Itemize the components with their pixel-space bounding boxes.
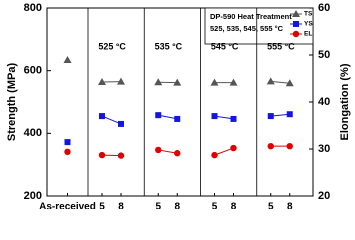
marker [286,111,293,118]
series-line [214,147,234,156]
legend-label: YS [304,21,313,28]
series-line [270,80,290,84]
legend-title: 525, 535, 545, 555 °C [210,24,284,33]
legend-title: DP-590 Heat Treatment [210,12,292,21]
y2-tick-label: 20 [318,190,330,202]
x-tick-label: As-received [39,202,96,209]
marker [98,77,106,85]
x-tick-label: 5 [268,202,274,209]
marker [99,113,105,120]
y2-tick-label: 40 [318,96,330,108]
x-tick-label: 8 [287,202,293,209]
x-tick-label: 8 [231,202,237,209]
x-tick-label: 8 [174,202,180,209]
marker [267,113,274,120]
series-line [214,115,234,120]
marker [174,115,181,122]
y2-tick-label: 50 [318,49,330,61]
group-label: 545 °C [211,41,239,51]
marker [211,113,218,120]
y-tick-label: 400 [24,127,42,139]
y2-tick-label: 60 [318,2,330,14]
marker [292,30,300,38]
x-tick-label: 5 [99,202,105,209]
marker [154,78,163,86]
x-tick-label: 5 [155,202,161,209]
marker [118,120,124,127]
marker [286,142,293,150]
series-line [101,115,122,125]
marker [230,115,237,122]
marker [117,77,125,85]
series-line [270,113,290,117]
marker [64,139,71,146]
series-line [158,114,178,120]
y-tick-label: 600 [24,65,42,77]
y-tick-label: 800 [24,2,42,14]
marker [64,148,71,156]
marker [210,78,219,86]
x-tick-label: 5 [212,202,218,209]
marker [155,146,162,154]
group-label: 555 °C [267,41,295,51]
y-tick-label: 200 [24,190,42,202]
marker [292,10,300,17]
marker [211,151,218,159]
marker [173,78,182,86]
marker [229,78,238,86]
group-label: 535 °C [155,41,183,51]
y-axis-label: Strength (MPa) [6,63,18,142]
y2-axis-label: Elongation (%) [339,63,351,140]
marker [155,112,162,119]
group-label: 525 °C [98,41,126,51]
marker [117,152,125,159]
series-line [158,149,178,154]
marker [285,79,294,87]
marker [293,21,299,27]
marker [230,144,237,152]
legend-label: EL [304,31,312,38]
marker [174,150,181,157]
marker [63,56,72,64]
marker [266,77,275,85]
marker [267,142,274,150]
chart: Strength (MPa) Elongation (%) 200 400 600 8… [6,2,351,209]
legend-label: TS [304,11,313,18]
y2-tick-label: 30 [318,143,330,155]
marker [98,151,106,159]
x-tick-label: 8 [118,202,124,209]
